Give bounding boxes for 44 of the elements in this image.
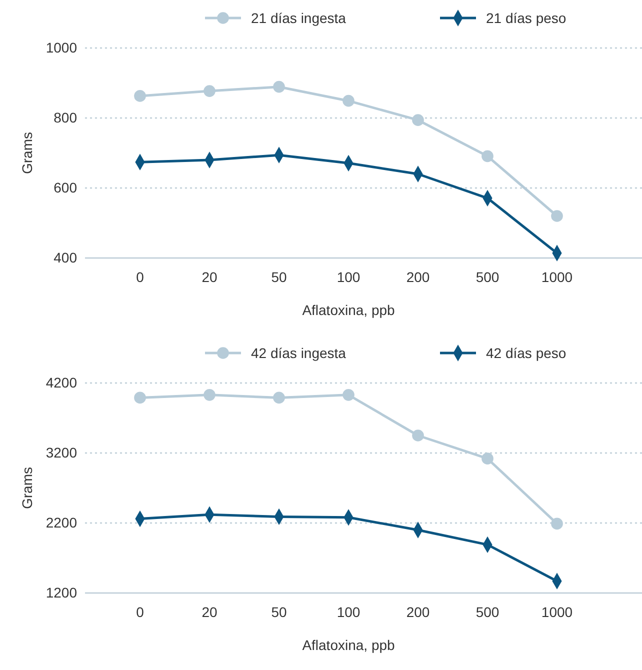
x-tick-label: 20 — [202, 268, 218, 285]
y-tick-label: 600 — [54, 179, 78, 196]
x-tick-label: 0 — [136, 268, 144, 285]
point — [342, 94, 354, 107]
x-axis-title: Aflatoxina, ppb — [302, 302, 396, 318]
point — [204, 85, 216, 97]
point — [412, 430, 424, 442]
y-tick-label: 1200 — [46, 584, 78, 600]
point — [273, 80, 285, 93]
x-tick-label: 100 — [336, 268, 360, 285]
x-tick-label: 500 — [476, 604, 500, 620]
legend-label: 21 días peso — [486, 10, 566, 26]
point — [134, 90, 146, 102]
x-tick-label: 200 — [406, 604, 430, 620]
y-tick-label: 4200 — [46, 374, 78, 390]
point — [204, 388, 216, 401]
point — [342, 388, 354, 401]
legend-label: 42 días ingesta — [251, 345, 346, 361]
x-tick-label: 100 — [336, 604, 360, 620]
x-tick-label: 50 — [271, 604, 287, 620]
y-tick-label: 800 — [54, 109, 78, 126]
x-axis-title: Aflatoxina, ppb — [302, 637, 396, 653]
point — [412, 114, 424, 126]
legend-label: 21 días ingesta — [251, 10, 346, 26]
y-tick-label: 400 — [54, 249, 78, 266]
x-tick-label: 200 — [406, 268, 430, 285]
x-tick-label: 1000 — [541, 604, 573, 620]
legend-label: 42 días peso — [486, 345, 566, 361]
y-tick-label: 2200 — [46, 514, 78, 530]
x-tick-label: 500 — [476, 268, 500, 285]
y-tick-label: 1000 — [46, 39, 78, 56]
point — [482, 150, 494, 162]
y-axis-title: Grams — [19, 132, 35, 174]
point — [482, 452, 494, 465]
x-tick-label: 0 — [136, 604, 144, 620]
y-tick-label: 3200 — [46, 444, 78, 460]
x-tick-label: 20 — [202, 604, 218, 620]
point — [551, 518, 563, 530]
point — [273, 392, 285, 404]
x-tick-label: 50 — [271, 268, 287, 285]
point — [134, 392, 146, 404]
x-tick-label: 1000 — [541, 268, 573, 285]
point — [551, 210, 563, 222]
y-axis-title: Grams — [19, 467, 35, 509]
